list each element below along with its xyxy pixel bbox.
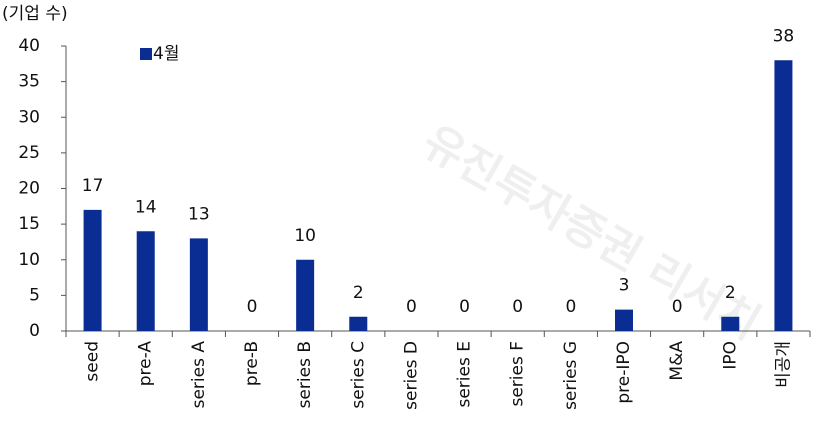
x-tick-label: series C [348, 341, 368, 409]
x-tick-label: series B [295, 341, 315, 408]
x-tick-label: seed [83, 341, 103, 382]
y-tick-label: 15 [18, 214, 40, 234]
data-label: 14 [135, 197, 157, 217]
data-label: 2 [725, 283, 736, 303]
y-tick-label: 30 [18, 107, 40, 127]
y-tick-label: 25 [18, 143, 40, 163]
x-tick-label: series E [455, 341, 475, 408]
bar [189, 238, 208, 331]
x-tick-label: series A [189, 341, 209, 409]
y-axis-label: (기업 수) [2, 4, 68, 24]
data-label: 0 [565, 297, 576, 317]
data-label: 0 [406, 297, 417, 317]
y-tick-label: 0 [29, 321, 40, 341]
x-tick-label: pre-IPO [614, 341, 634, 404]
x-tick-label: M&A [667, 341, 687, 381]
data-label: 13 [188, 204, 210, 224]
data-label: 38 [773, 26, 795, 46]
x-tick-label: series D [401, 341, 421, 410]
y-tick-label: 10 [18, 250, 40, 270]
data-label: 0 [459, 297, 470, 317]
data-label: 10 [294, 226, 316, 246]
x-tick-label: series F [508, 341, 528, 407]
y-tick-label: 5 [29, 285, 40, 305]
data-label: 2 [353, 283, 364, 303]
data-label: 0 [672, 297, 683, 317]
data-label: 17 [82, 176, 104, 196]
bar [349, 316, 368, 331]
bar [83, 209, 102, 331]
legend-swatch [140, 48, 152, 60]
bar [615, 309, 633, 331]
x-tick-label: series G [561, 341, 581, 410]
data-label: 0 [512, 297, 523, 317]
data-label: 0 [247, 297, 258, 317]
x-tick-label: 비공개 [773, 341, 793, 388]
y-tick-label: 40 [18, 36, 40, 56]
bar [721, 316, 740, 331]
y-tick-label: 20 [18, 179, 40, 199]
x-tick-label: pre-A [136, 341, 156, 387]
x-tick-label: IPO [720, 341, 740, 370]
bar [296, 259, 315, 331]
bar [136, 231, 155, 331]
legend-label: 4월 [153, 44, 179, 64]
data-label: 3 [619, 276, 630, 296]
y-tick-label: 35 [18, 72, 40, 92]
bar [774, 60, 793, 331]
x-tick-label: pre-B [242, 341, 262, 386]
